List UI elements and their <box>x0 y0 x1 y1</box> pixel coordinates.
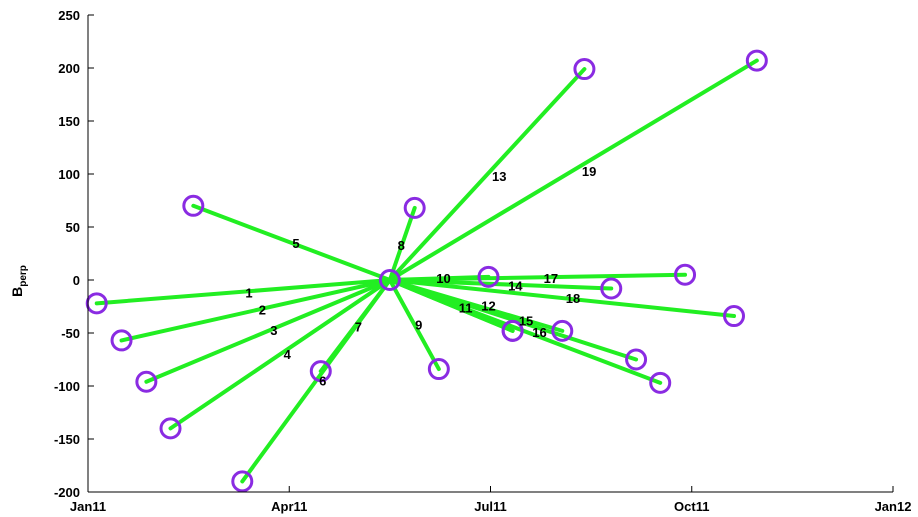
baseline-line-18 <box>387 278 737 319</box>
slave-marker-16 <box>625 348 648 371</box>
y-tick-label: 200 <box>58 61 80 76</box>
y-tick-label: -50 <box>61 326 80 341</box>
baseline-label-9: 9 <box>415 318 422 333</box>
axes: Jan11 Apr11 Jul11 Oct11 Jan12 -200 -150 -100 -50… <box>54 8 911 514</box>
baseline-line-1 <box>94 278 392 306</box>
slave-marker-14 <box>600 277 623 300</box>
baseline-line-5 <box>191 203 392 282</box>
slave-marker-20 <box>649 371 672 394</box>
y-tick-label: 100 <box>58 167 80 182</box>
slave-marker-8 <box>403 196 426 219</box>
x-tick-label: Jan12 <box>875 499 912 514</box>
slave-marker-10 <box>477 265 500 288</box>
baseline-label-12: 12 <box>481 298 495 313</box>
baseline-label-5: 5 <box>292 236 299 251</box>
acquisition-markers <box>85 49 768 493</box>
baseline-line-16 <box>387 278 639 362</box>
x-tick-label: Oct11 <box>674 499 709 514</box>
master-marker <box>378 269 401 291</box>
slave-marker-1 <box>85 292 108 315</box>
baseline-label-7: 7 <box>355 320 362 335</box>
baseline-line-3 <box>144 278 392 384</box>
baseline-label-1: 1 <box>245 286 252 301</box>
y-axis-label-main: B <box>9 287 25 297</box>
baseline-label-10: 10 <box>436 271 450 286</box>
baseline-line-19 <box>387 58 759 282</box>
baseline-label-4: 4 <box>284 347 292 362</box>
slave-marker-9 <box>427 358 450 381</box>
y-tick-label: -200 <box>54 485 80 500</box>
baseline-label-16: 16 <box>532 325 546 340</box>
x-tick-label: Apr11 <box>271 499 307 514</box>
x-tick-label: Jan11 <box>70 499 106 514</box>
baseline-label-15: 15 <box>519 313 533 328</box>
y-tick-label: 0 <box>73 273 80 288</box>
slave-marker-17 <box>674 263 697 286</box>
baseline-label-14: 14 <box>508 278 523 293</box>
baseline-label-17: 17 <box>544 271 558 286</box>
slave-marker-19 <box>745 49 768 72</box>
y-tick-label: -100 <box>54 379 80 394</box>
baseline-label-18: 18 <box>566 291 580 306</box>
baseline-line-14 <box>387 278 614 291</box>
x-tick-label: Jul11 <box>474 499 507 514</box>
baseline-line-4 <box>168 278 392 431</box>
baseline-label-8: 8 <box>398 238 405 253</box>
slave-marker-12 <box>501 319 524 342</box>
y-tick-label: 150 <box>58 114 80 129</box>
slave-marker-4 <box>159 417 182 440</box>
baseline-line-9 <box>387 278 441 372</box>
baseline-label-19: 19 <box>582 164 596 179</box>
baseline-label-6: 6 <box>319 374 326 389</box>
slave-marker-6 <box>309 360 332 383</box>
baseline-label-2: 2 <box>259 303 266 318</box>
baseline-line-20 <box>387 278 663 385</box>
slave-marker-13 <box>573 58 596 81</box>
y-axis-label-sub: perp <box>18 265 29 287</box>
slave-marker-2 <box>110 329 133 352</box>
y-tick-label: -150 <box>54 432 80 447</box>
baseline-line-17 <box>387 272 688 282</box>
slave-marker-3 <box>135 370 158 393</box>
y-tick-label: 50 <box>66 220 80 235</box>
baseline-line-13 <box>387 67 587 282</box>
baseline-label-13: 13 <box>492 169 506 184</box>
slave-marker-18 <box>723 305 746 328</box>
baseline-label-11: 11 <box>459 301 473 316</box>
slave-marker-5 <box>182 194 205 217</box>
baseline-lines <box>94 58 759 484</box>
slave-marker-15 <box>551 319 574 342</box>
baseline-label-3: 3 <box>270 323 277 338</box>
y-tick-label: 250 <box>58 8 80 23</box>
y-axis-label: Bperp <box>9 265 29 297</box>
baseline-line-2 <box>119 278 392 343</box>
slave-marker-7 <box>231 470 254 493</box>
baseline-line-8 <box>387 205 417 282</box>
